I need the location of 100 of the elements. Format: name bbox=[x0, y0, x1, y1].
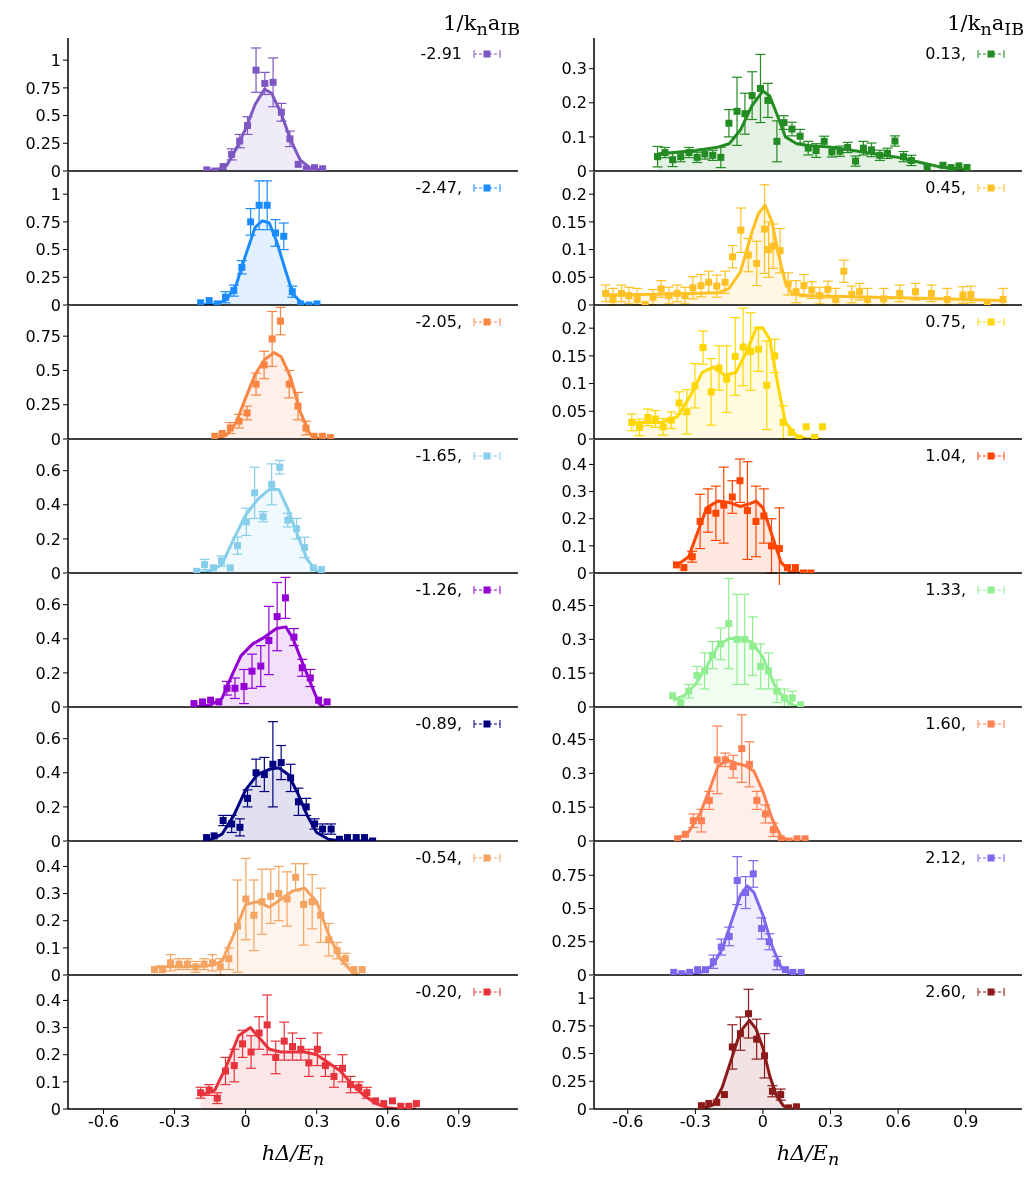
legend-label: -1.26, bbox=[415, 580, 462, 599]
y-tick-label: 0.3 bbox=[561, 482, 587, 502]
point bbox=[665, 292, 673, 300]
point bbox=[731, 352, 739, 360]
point bbox=[742, 889, 750, 897]
point bbox=[263, 201, 271, 209]
point bbox=[669, 156, 677, 164]
y-tick-label: 0 bbox=[50, 1099, 61, 1119]
point bbox=[269, 760, 277, 768]
point bbox=[753, 1035, 761, 1043]
point bbox=[741, 110, 749, 118]
point bbox=[713, 282, 721, 290]
y-tick-label: 0.25 bbox=[25, 267, 61, 287]
point bbox=[308, 898, 316, 906]
y-tick-label: 0.2 bbox=[561, 318, 587, 338]
y-tick-label: 0.2 bbox=[35, 911, 61, 931]
point bbox=[335, 835, 343, 841]
legend-label: 1.60, bbox=[925, 714, 966, 733]
y-tick-label: 0.75 bbox=[25, 78, 61, 98]
point bbox=[705, 1099, 713, 1107]
point bbox=[859, 144, 867, 152]
point bbox=[757, 662, 765, 670]
point bbox=[261, 79, 269, 87]
point bbox=[776, 247, 784, 255]
point bbox=[242, 895, 250, 903]
point bbox=[625, 292, 633, 300]
point bbox=[788, 694, 796, 702]
point bbox=[725, 119, 733, 127]
point bbox=[709, 958, 717, 966]
point bbox=[704, 507, 712, 515]
point bbox=[675, 399, 683, 407]
point bbox=[797, 968, 805, 975]
point bbox=[372, 1097, 380, 1105]
point bbox=[280, 232, 288, 240]
y-tick-label: 1 bbox=[50, 184, 61, 204]
point bbox=[736, 477, 744, 485]
x-tick-label: -0.6 bbox=[87, 1112, 120, 1132]
point bbox=[654, 153, 662, 161]
point bbox=[238, 263, 246, 271]
y-tick-label: 0.3 bbox=[561, 630, 587, 650]
point bbox=[289, 1043, 297, 1051]
point bbox=[255, 1029, 263, 1037]
point bbox=[963, 164, 971, 171]
point bbox=[268, 480, 276, 488]
x-tick-label: 0.3 bbox=[303, 1112, 330, 1132]
y-tick-label: 0.1 bbox=[35, 938, 61, 958]
y-tick-label: 0.4 bbox=[35, 495, 61, 515]
y-tick-label: 0.25 bbox=[25, 395, 61, 415]
y-tick-label: 0.6 bbox=[35, 595, 61, 615]
y-tick-label: 0.2 bbox=[35, 663, 61, 683]
point bbox=[818, 423, 826, 431]
point bbox=[358, 966, 366, 974]
point bbox=[276, 317, 284, 325]
point bbox=[686, 968, 694, 975]
y-tick-label: 0 bbox=[576, 965, 587, 985]
point bbox=[150, 966, 158, 974]
point bbox=[793, 1103, 801, 1109]
legend-label: -2.05, bbox=[415, 312, 462, 331]
point bbox=[745, 760, 753, 768]
y-tick-label: 0 bbox=[576, 563, 587, 583]
y-tick-label: 1 bbox=[576, 988, 587, 1008]
y-tick-label: 0.15 bbox=[551, 212, 587, 232]
point bbox=[705, 796, 713, 804]
point bbox=[218, 430, 226, 438]
point bbox=[244, 122, 252, 130]
point bbox=[300, 900, 308, 908]
point bbox=[765, 938, 773, 946]
point bbox=[219, 163, 227, 171]
point bbox=[788, 125, 796, 133]
point bbox=[251, 489, 259, 497]
y-tick-label: 0.2 bbox=[561, 509, 587, 529]
legend-label: -0.54, bbox=[415, 848, 462, 867]
y-tick-label: 0.1 bbox=[561, 240, 587, 260]
point bbox=[311, 164, 319, 171]
point bbox=[702, 966, 710, 974]
point bbox=[290, 633, 298, 641]
point bbox=[350, 966, 358, 974]
point bbox=[294, 160, 302, 168]
point bbox=[317, 911, 325, 919]
x-tick-label: 0.6 bbox=[375, 1112, 401, 1132]
point bbox=[388, 1097, 396, 1105]
x-tick-label: 0 bbox=[757, 1112, 769, 1132]
point bbox=[250, 911, 258, 919]
point bbox=[283, 895, 291, 903]
point bbox=[804, 144, 812, 152]
legend-label: 0.45, bbox=[925, 178, 966, 197]
point bbox=[199, 698, 207, 706]
legend-title: 1/k$_{n}$a$_{IB}$ bbox=[442, 10, 521, 40]
point bbox=[749, 642, 757, 650]
legend-label: 1.04, bbox=[925, 446, 966, 465]
y-tick-label: 0.2 bbox=[35, 1045, 61, 1065]
y-tick-label: 0.05 bbox=[551, 267, 587, 287]
point bbox=[670, 968, 678, 975]
x-tick-label: 0.9 bbox=[952, 1112, 979, 1132]
legend-label: -2.91 bbox=[420, 44, 462, 63]
point bbox=[717, 153, 725, 161]
point bbox=[257, 662, 265, 670]
point bbox=[302, 424, 310, 432]
y-tick-label: 0.25 bbox=[551, 1071, 587, 1091]
point bbox=[748, 92, 756, 100]
